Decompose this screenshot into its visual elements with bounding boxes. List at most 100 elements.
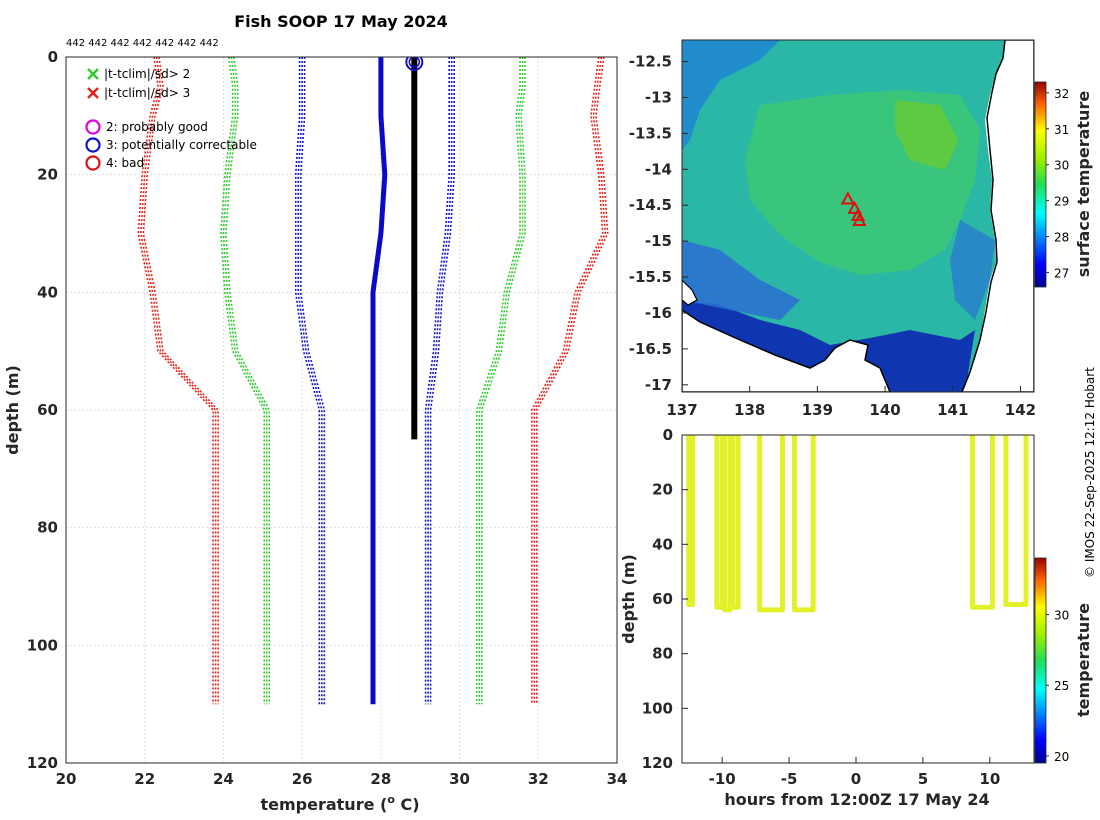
timeseries-colorbar [1034, 557, 1047, 764]
profile-ytick-label: 0 [48, 48, 58, 66]
map-stations [840, 191, 867, 227]
profile-clim-3sd-hi-line [535, 57, 609, 705]
profile-frame [65, 56, 618, 764]
timeseries-colorbar-ticks: 20 25 30 [1046, 609, 1069, 764]
profile-xtick-label: 22 [134, 770, 155, 788]
map-ytick-label: -12.5 [629, 53, 672, 71]
profile-xtick-label: 30 [449, 770, 470, 788]
legend-item-bad: 4: bad [106, 156, 144, 170]
profile-clim-2sd-lo-line [220, 57, 266, 705]
timeseries-cast-trace [1003, 435, 1029, 607]
land-south [682, 309, 891, 392]
timeseries-cast-trace [757, 435, 785, 613]
map-ytick-label: -13 [645, 88, 672, 106]
map-colorbar-tick-label: 30 [1054, 159, 1069, 173]
map-ticks: 137 138 139 140 141 142 -12.5 -13 -13.5 -14 -14.5 -… [629, 53, 1036, 419]
cool-water-west [682, 40, 780, 150]
land-west [682, 279, 698, 306]
map-station-marker [840, 191, 856, 205]
map-xtick-label: 141 [937, 401, 968, 419]
profile-xlabel-end: C) [395, 795, 420, 814]
timeseries-cast-trace [722, 435, 733, 613]
timeseries-xtick-label: 5 [918, 770, 928, 788]
timeseries-cast-trace [714, 435, 725, 610]
profile-ticks: 20 22 24 26 28 30 32 34 0 20 40 60 80 100 120 [27, 48, 628, 788]
profile-chart: 20 22 24 26 28 30 32 34 0 20 40 60 80 100 120 temperat… [3, 48, 627, 814]
legend-x-red-icon [87, 87, 99, 99]
profile-ytick-label: 60 [37, 401, 58, 419]
timeseries-xtick-label: -10 [709, 770, 736, 788]
map-frame [681, 39, 1035, 393]
timeseries-colorbar-tick-label: 20 [1054, 750, 1069, 764]
map-colorbar-tick-label: 28 [1054, 231, 1069, 245]
profile-clim-2sd-hi-line [475, 57, 521, 705]
legend-circle-red-icon [85, 155, 101, 171]
profile-clim-3sd-lo-line [139, 57, 217, 705]
cool-water-southwest [682, 240, 800, 320]
timeseries-ytick-label: 20 [652, 481, 673, 499]
profile-xtick-label: 28 [370, 770, 391, 788]
timeseries-xtick-label: -5 [781, 770, 798, 788]
profile-ylabel: depth (m) [3, 365, 22, 455]
map-xtick-label: 142 [1005, 401, 1036, 419]
profile-xtick-label: 24 [213, 770, 234, 788]
timeseries-ytick-label: 120 [642, 754, 673, 772]
profile-clim-3sd-hi-line [530, 57, 604, 705]
profile-ytick-label: 40 [37, 283, 58, 301]
profile-xtick-label: 26 [292, 770, 313, 788]
map-ytick-label: -16 [645, 304, 672, 322]
legend-item-sd2: |t-tclim|/sd> 2 [104, 67, 190, 81]
timeseries-ytick-label: 80 [652, 645, 673, 663]
profile-clim-3sd-lo-line [142, 57, 219, 705]
profile-xlabel: temperature (o C) [260, 793, 419, 814]
map-station-marker [847, 200, 862, 214]
map-ytick-label: -17 [645, 376, 672, 394]
profile-ytick-label: 120 [27, 754, 58, 772]
profile-clim-1sd-lo-line [294, 57, 321, 705]
timeseries-xtick-label: 0 [851, 770, 861, 788]
profile-clim-1sd-lo-line [297, 57, 323, 705]
profile-clim-1sd-lo-line [299, 57, 326, 705]
profile-xlabel-sup: o [387, 793, 395, 806]
timeseries-ytick-label: 40 [652, 535, 673, 553]
map-ytick-label: -13.5 [629, 124, 672, 142]
map-chart: 137 138 139 140 141 142 -12.5 -13 -13.5 -14 -14.5 -… [629, 39, 1093, 419]
timeseries-xtick-label: 10 [979, 770, 1000, 788]
timeseries-colorbar-label: temperature [1074, 603, 1093, 717]
profile-xtick-label: 20 [56, 770, 77, 788]
timeseries-ytick-label: 60 [652, 590, 673, 608]
profile-xlabel-main: temperature ( [260, 795, 387, 814]
land-east [961, 40, 1034, 392]
warmest-water-patch [895, 100, 958, 170]
map-colorbar-tick-label: 32 [1054, 87, 1069, 101]
legend-item-correctable: 3: potentially correctable [106, 138, 257, 152]
timeseries-colorbar-tick-label: 30 [1054, 609, 1069, 623]
legend-circle-magenta-icon [85, 119, 101, 135]
timeseries-casts [686, 435, 1029, 613]
cool-water-east [950, 220, 995, 320]
map-ytick-label: -15.5 [629, 268, 672, 286]
map-xtick-label: 139 [802, 401, 833, 419]
profile-clim-3sd-hi-line [533, 57, 607, 705]
map-colorbar-ticks: 27 28 29 30 31 32 [1046, 87, 1069, 281]
map-xtick-label: 140 [869, 401, 900, 419]
map-xtick-label: 137 [666, 401, 697, 419]
profile-clim-2sd-hi-line [480, 57, 526, 705]
profile-clim-2sd-hi-line [478, 57, 524, 705]
map-colorbar [1034, 81, 1047, 288]
timeseries-ylabel: depth (m) [619, 554, 638, 644]
timeseries-ytick-label: 100 [642, 699, 673, 717]
map-station-marker [852, 212, 867, 227]
profile-clim-1sd-hi-line [424, 57, 451, 705]
profile-series [137, 57, 609, 705]
profile-xtick-label: 32 [528, 770, 549, 788]
profile-legend: |t-tclim|/sd> 2 |t-tclim|/sd> 3 2: proba… [85, 67, 257, 171]
map-colorbar-label: surface temperature [1074, 91, 1093, 278]
legend-item-sd3: |t-tclim|/sd> 3 [104, 86, 190, 100]
profile-ytick-label: 80 [37, 519, 58, 537]
map-station-marker [850, 207, 866, 221]
map-ytick-label: -14.5 [629, 196, 672, 214]
profile-xtick-label: 34 [607, 770, 628, 788]
